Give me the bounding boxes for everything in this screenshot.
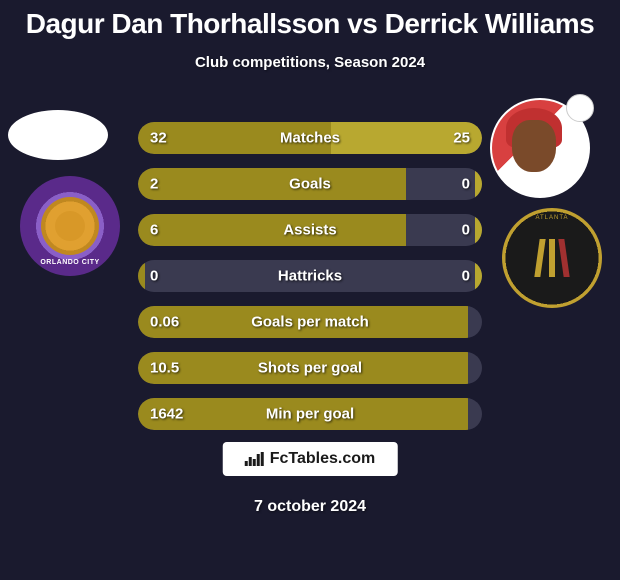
stat-value-left: 32 <box>150 130 167 147</box>
fctables-badge: FcTables.com <box>223 442 398 476</box>
stat-value-left: 1642 <box>150 406 183 423</box>
player-avatar-right <box>490 98 590 198</box>
comparison-subtitle: Club competitions, Season 2024 <box>0 54 620 71</box>
stat-bar-right <box>475 260 482 292</box>
stat-row: 0.06 Goals per match <box>138 306 482 338</box>
stat-bar-right <box>475 214 482 246</box>
stat-row: 0 Hattricks 0 <box>138 260 482 292</box>
stat-value-right: 0 <box>462 268 470 285</box>
club-logo-right: ATLANTA <box>502 208 602 308</box>
stat-row: 10.5 Shots per goal <box>138 352 482 384</box>
stat-row: 32 Matches 25 <box>138 122 482 154</box>
stat-label: Goals <box>289 176 331 193</box>
stat-bar-right <box>475 168 482 200</box>
stat-bar-left <box>138 214 406 246</box>
stat-label: Assists <box>283 222 336 239</box>
stat-value-right: 25 <box>453 130 470 147</box>
stat-label: Min per goal <box>266 406 354 423</box>
stat-bar-left <box>138 168 406 200</box>
player-avatar-left <box>8 110 108 160</box>
stat-value-left: 0.06 <box>150 314 179 331</box>
stat-label: Hattricks <box>278 268 342 285</box>
stat-bar-left <box>138 260 145 292</box>
stat-value-left: 10.5 <box>150 360 179 377</box>
club-logo-left-text: ORLANDO CITY <box>40 259 99 266</box>
bar-chart-icon <box>245 452 264 466</box>
stat-value-left: 0 <box>150 268 158 285</box>
stat-value-left: 6 <box>150 222 158 239</box>
stats-container: 32 Matches 25 2 Goals 0 6 Assists 0 0 Hattricks 0 0.… <box>138 122 482 444</box>
stat-row: 6 Assists 0 <box>138 214 482 246</box>
club-logo-right-inner <box>529 235 575 281</box>
comparison-title: Dagur Dan Thorhallsson vs Derrick Willia… <box>0 0 620 40</box>
brand-label: FcTables.com <box>270 450 376 468</box>
avatar-small-badge <box>566 94 594 122</box>
stat-label: Goals per match <box>251 314 369 331</box>
club-logo-right-text: ATLANTA <box>535 215 568 221</box>
stat-value-left: 2 <box>150 176 158 193</box>
stat-label: Matches <box>280 130 340 147</box>
stat-label: Shots per goal <box>258 360 362 377</box>
date-footer: 7 october 2024 <box>254 498 366 516</box>
club-logo-left: ORLANDO CITY <box>20 176 120 276</box>
avatar-face <box>512 120 556 172</box>
stat-row: 2 Goals 0 <box>138 168 482 200</box>
stat-row: 1642 Min per goal <box>138 398 482 430</box>
lion-icon <box>41 197 99 255</box>
stat-value-right: 0 <box>462 222 470 239</box>
stat-value-right: 0 <box>462 176 470 193</box>
